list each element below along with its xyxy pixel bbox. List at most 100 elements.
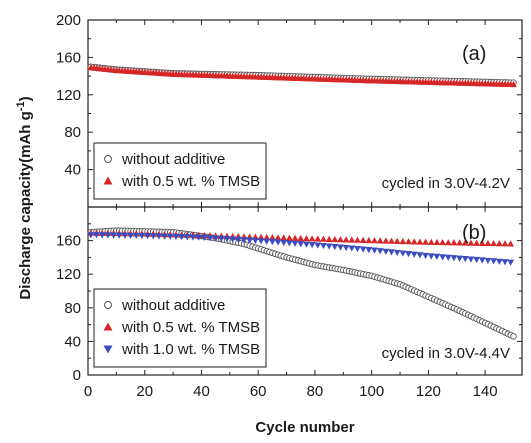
data-point: [115, 232, 123, 239]
panel-b: 0 40 80 120 160 (b) cycled in 3.0V-4.4V without…: [56, 206, 523, 384]
data-point: [510, 333, 517, 340]
data-point: [467, 256, 475, 263]
data-point: [399, 237, 407, 245]
data-point: [257, 238, 265, 245]
data-point: [291, 240, 299, 247]
legend-marker: [103, 176, 113, 185]
y-tick-label: 160: [56, 49, 81, 66]
y-tick-label: 120: [56, 266, 81, 283]
data-point: [274, 239, 282, 246]
y-tick-label: 0: [73, 367, 81, 384]
data-point: [212, 235, 220, 242]
data-point: [331, 243, 339, 251]
data-point: [388, 237, 395, 244]
panel-a: 40 80 120 160 200 (a) cycled in 3.0V-4.2V witho…: [56, 12, 523, 208]
data-point: [149, 233, 157, 240]
data-point: [495, 258, 503, 265]
data-point: [87, 232, 95, 239]
data-point: [234, 236, 242, 244]
data-point: [359, 246, 367, 253]
data-point: [354, 245, 361, 253]
series-3: [87, 232, 515, 266]
legend: without additive with 0.5 wt. % TMSB: [93, 142, 267, 200]
data-point: [308, 241, 316, 249]
data-point: [456, 255, 463, 262]
data-point: [223, 236, 231, 243]
data-point: [320, 242, 327, 250]
data-point: [501, 240, 509, 247]
data-point: [444, 239, 452, 246]
data-point: [376, 248, 384, 255]
data-point: [291, 234, 299, 241]
data-point: [251, 237, 259, 245]
data-point: [172, 233, 180, 241]
data-point: [178, 234, 186, 241]
data-point: [104, 232, 112, 239]
data-point: [433, 238, 441, 246]
data-point: [325, 243, 333, 250]
data-point: [510, 80, 517, 88]
y-tick-label: 160: [56, 233, 81, 250]
data-point: [422, 238, 429, 245]
data-point: [229, 236, 237, 243]
data-point: [461, 256, 469, 263]
data-point: [507, 259, 515, 266]
data-point: [416, 238, 424, 245]
data-point: [495, 240, 503, 247]
data-point: [303, 235, 310, 242]
data-point: [127, 232, 134, 239]
legend-marker: [104, 301, 112, 309]
data-point: [348, 236, 356, 243]
data-point: [456, 239, 463, 246]
data-point: [166, 233, 174, 240]
data-point: [337, 244, 344, 251]
data-point: [371, 247, 378, 254]
series-1: [87, 227, 517, 340]
data-point: [410, 251, 418, 258]
data-point: [507, 240, 515, 247]
data-point: [393, 237, 401, 244]
data-point: [297, 241, 305, 248]
data-point: [478, 239, 486, 246]
data-point: [308, 235, 316, 242]
data-point: [478, 257, 486, 264]
legend-marker: [104, 155, 112, 163]
data-point: [280, 234, 288, 241]
panel-label: (b): [462, 222, 486, 244]
y-tick-label: 120: [56, 87, 81, 104]
data-point: [410, 238, 418, 245]
data-point: [490, 239, 498, 247]
y-axis-title: Discharge capacity(mAh g-1): [15, 96, 34, 299]
condition-label: cycled in 3.0V-4.2V: [382, 175, 510, 192]
legend-label: with 0.5 wt. % TMSB: [121, 173, 260, 190]
panel-label: (a): [462, 43, 486, 65]
data-point: [110, 232, 117, 239]
data-point: [138, 232, 146, 240]
data-point: [195, 234, 203, 241]
data-point: [320, 235, 327, 242]
data-point: [439, 254, 446, 261]
y-tick-label: 80: [64, 124, 81, 141]
x-tick-label: 0: [84, 383, 92, 400]
y-tick-label: 200: [56, 12, 81, 29]
data-point: [268, 234, 276, 241]
data-point: [354, 236, 361, 243]
data-point: [422, 252, 429, 260]
legend: without additive with 0.5 wt. % TMSB with …: [93, 288, 267, 368]
data-point: [342, 236, 350, 243]
data-point: [473, 256, 481, 264]
data-point: [365, 236, 373, 244]
data-point: [285, 234, 293, 241]
data-point: [325, 235, 333, 242]
data-point: [501, 259, 509, 266]
x-tick-label: 20: [136, 383, 153, 400]
data-point: [161, 233, 168, 240]
data-point: [359, 236, 367, 243]
data-point: [132, 232, 140, 240]
x-tick-label: 140: [473, 383, 498, 400]
data-point: [98, 232, 106, 239]
data-point: [444, 254, 452, 261]
x-tick-label: 100: [359, 383, 384, 400]
data-point: [371, 237, 378, 244]
